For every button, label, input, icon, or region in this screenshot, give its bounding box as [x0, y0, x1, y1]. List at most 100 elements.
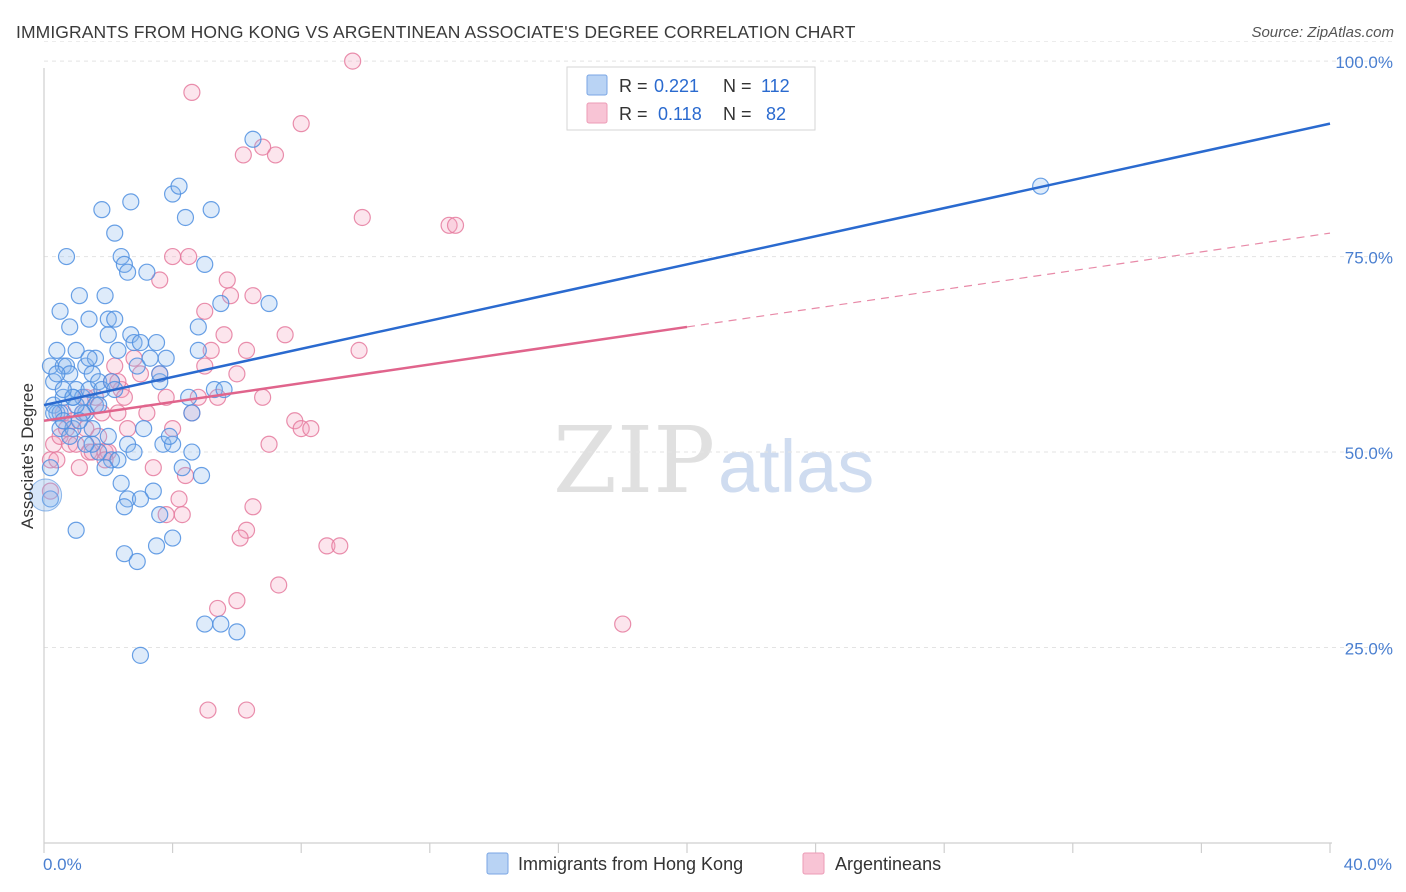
argentineans-point — [173, 505, 191, 524]
argentineans-point — [331, 537, 349, 555]
hong-kong-point — [57, 247, 76, 266]
hong-kong-point — [106, 224, 124, 242]
hong-kong-point — [183, 443, 201, 461]
legend-n-value-2: 82 — [766, 104, 786, 124]
x-tick-label-max: 40.0% — [1344, 855, 1392, 874]
hong-kong-point — [131, 490, 150, 508]
stats-legend-box — [566, 66, 816, 131]
x-ticks — [43, 843, 1331, 853]
argentineans-point — [231, 529, 249, 547]
hong-kong-point — [135, 419, 153, 438]
legend-n-label-1: N = — [723, 76, 752, 96]
hong-kong-point — [196, 615, 214, 633]
hong-kong-point — [115, 498, 133, 516]
argentineans-point — [180, 247, 198, 266]
argentineans-point — [183, 83, 201, 101]
argentineans-point — [237, 341, 256, 359]
argentineans-trend-line — [43, 325, 688, 423]
series-label-hong-kong: Immigrants from Hong Kong — [518, 854, 743, 874]
hong-kong-point — [157, 349, 175, 367]
watermark-atlas: atlas — [718, 425, 874, 508]
argentineans-point — [318, 537, 336, 555]
hong-kong-point — [125, 443, 143, 461]
argentineans-point — [209, 599, 227, 618]
hong-kong-point — [109, 341, 127, 359]
hong-kong-point — [77, 435, 95, 453]
hong-kong-point — [205, 380, 223, 399]
y-axis-label: Associate's Degree — [18, 383, 37, 529]
hong-kong-point — [189, 341, 207, 359]
source-label: Source: ZipAtlas.com — [1251, 24, 1394, 41]
hong-kong-point — [180, 388, 198, 406]
argentineans-point — [440, 216, 458, 234]
hong-kong-point — [67, 341, 85, 359]
series-label-argentineans: Argentineans — [835, 854, 941, 874]
argentineans-point — [144, 459, 162, 477]
hong-kong-point — [99, 310, 117, 328]
argentineans-point — [254, 388, 272, 406]
argentineans-point — [109, 404, 127, 422]
argentineans-point — [244, 498, 262, 516]
legend-r-label-2: R = — [619, 104, 648, 124]
hong-kong-point — [196, 255, 214, 273]
hong-kong-point — [244, 130, 262, 148]
y-tick-label: 50.0% — [1345, 444, 1393, 463]
chart-title: IMMIGRANTS FROM HONG KONG VS ARGENTINEAN… — [16, 22, 856, 42]
argentineans-point — [614, 615, 632, 633]
hong-kong-point — [170, 177, 188, 195]
legend-r-value-1: 0.221 — [654, 76, 699, 96]
hong-kong-point — [228, 623, 246, 641]
argentineans-point — [244, 287, 262, 305]
argentineans-point — [350, 341, 368, 359]
hong-kong-point — [118, 263, 137, 281]
legend-swatch-blue — [586, 74, 608, 96]
argentineans-point — [344, 52, 362, 70]
y-tick-labels: 100.0% 75.0% 50.0% 25.0% — [1335, 53, 1393, 658]
hong-kong-point — [151, 505, 169, 524]
hong-kong-point — [147, 333, 166, 352]
hong-kong-point — [189, 318, 207, 336]
argentineans-point — [151, 271, 169, 289]
argentineans-trend-extension — [686, 232, 1331, 328]
hong-kong-point — [48, 365, 66, 383]
hong-kong-point — [99, 326, 117, 344]
argentineans-point — [196, 302, 214, 320]
hong-kong-point — [141, 349, 159, 367]
argentineans-point — [118, 419, 137, 438]
hong-kong-point — [147, 537, 166, 555]
hong-kong-point — [80, 349, 98, 367]
watermark-zip: ZIP — [553, 407, 715, 514]
argentineans-point — [234, 146, 252, 164]
y-tick-label: 100.0% — [1335, 53, 1393, 72]
hong-kong-point — [54, 380, 72, 399]
argentineans-point — [353, 208, 371, 227]
legend-r-label-1: R = — [619, 76, 648, 96]
argentineans-point — [292, 115, 310, 133]
hong-kong-point — [176, 208, 195, 227]
hong-kong-point — [131, 646, 150, 664]
hong-kong-point — [80, 310, 98, 328]
argentineans-point — [446, 216, 465, 234]
hong-kong-point — [173, 459, 191, 477]
hong-kong-point — [106, 310, 124, 328]
argentineans-point — [292, 419, 310, 438]
argentineans-point — [302, 419, 320, 438]
hong-kong-point — [109, 451, 127, 469]
hong-kong-point — [61, 365, 79, 383]
legend-n-value-1: 112 — [761, 76, 790, 96]
x-tick-label-min: 0.0% — [43, 855, 82, 874]
hong-kong-points — [29, 130, 1050, 664]
argentineans-point — [228, 365, 246, 383]
argentineans-point — [228, 592, 246, 610]
hong-kong-point — [125, 333, 143, 352]
argentineans-point — [170, 490, 188, 508]
hong-kong-point — [131, 333, 150, 352]
hong-kong-point — [160, 427, 178, 446]
hong-kong-point — [202, 201, 220, 219]
hong-kong-point — [115, 545, 133, 563]
hong-kong-point — [138, 263, 156, 281]
hong-kong-point — [41, 459, 60, 477]
argentineans-points — [41, 52, 632, 719]
argentineans-point — [218, 271, 236, 289]
argentineans-point — [266, 146, 285, 164]
